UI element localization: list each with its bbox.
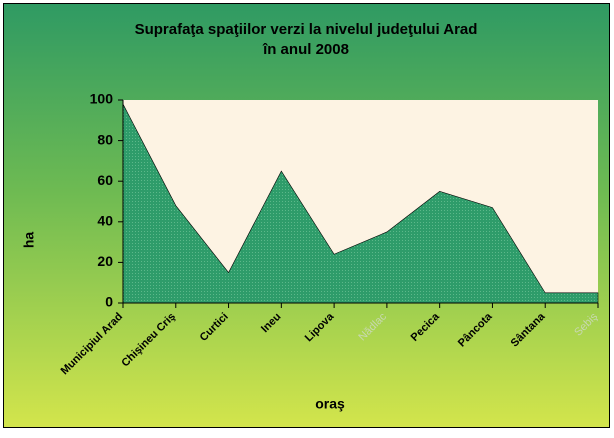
y-tick-label: 20 — [97, 253, 113, 269]
chart-title: în anul 2008 — [262, 41, 349, 58]
chart-title: Suprafaţa spaţiilor verzi la nivelul jud… — [135, 21, 478, 38]
y-tick-label: 60 — [97, 172, 113, 188]
area — [122, 103, 599, 304]
y-tick-label: 100 — [90, 91, 114, 107]
y-tick-label: 0 — [105, 294, 113, 310]
y-tick-label: 40 — [97, 213, 113, 229]
y-axis-label: ha — [21, 232, 37, 249]
x-axis-label: oraş — [315, 396, 345, 412]
y-tick-label: 80 — [97, 131, 113, 147]
